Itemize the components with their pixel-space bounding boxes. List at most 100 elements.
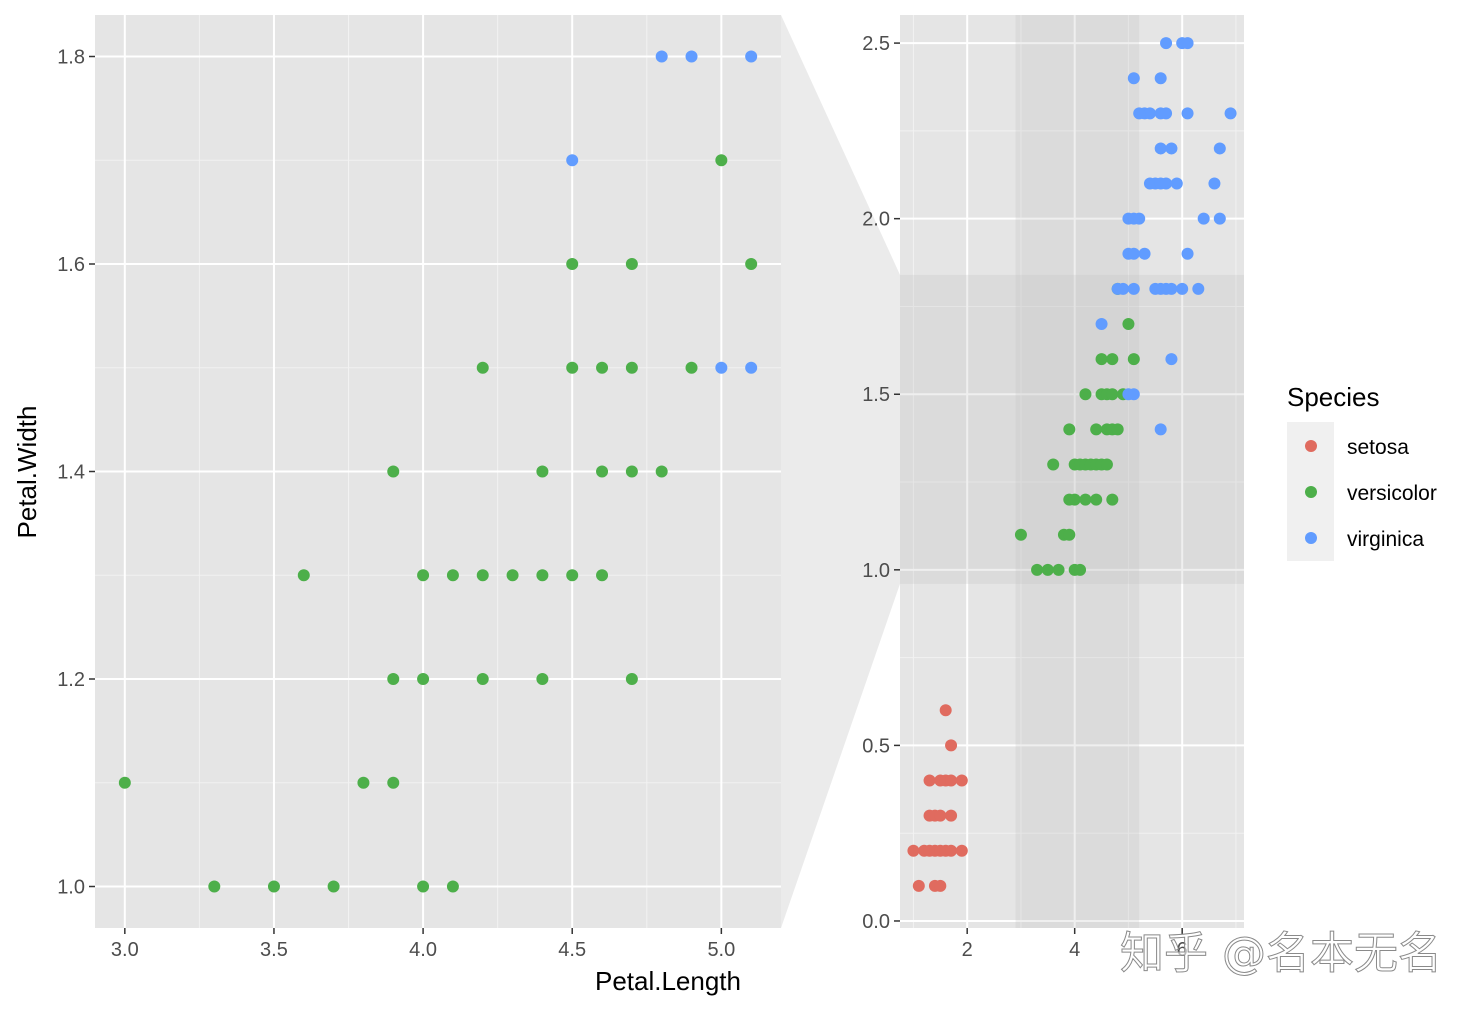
overview-point-virginica <box>1117 282 1130 295</box>
zoomed-point-virginica <box>745 50 758 63</box>
overview-point-virginica <box>1154 423 1167 436</box>
zoomed-y-tick-label: 1.2 <box>57 669 85 691</box>
zoomed-x-tick-label: 4.5 <box>558 939 586 961</box>
overview-point-setosa <box>934 879 947 892</box>
overview-point-versicolor <box>1090 493 1103 506</box>
overview-point-versicolor <box>1090 423 1103 436</box>
zoomed-y-tick-label: 1.0 <box>57 877 85 899</box>
overview-point-virginica <box>1154 142 1167 155</box>
zoomed-point-versicolor <box>596 465 609 478</box>
zoomed-point-versicolor <box>506 569 519 582</box>
overview-point-virginica <box>1170 177 1183 190</box>
zoomed-point-versicolor <box>625 465 638 478</box>
overview-point-setosa <box>923 774 936 787</box>
overview-point-virginica <box>1176 282 1189 295</box>
legend-label-versicolor: versicolor <box>1347 482 1437 505</box>
zoomed-point-versicolor <box>417 880 430 893</box>
zoomed-x-tick-label: 3.0 <box>111 939 139 961</box>
legend-label-virginica: virginica <box>1347 528 1424 551</box>
zoomed-point-versicolor <box>387 673 400 685</box>
zoomed-y-tick-label: 1.4 <box>57 462 85 484</box>
overview-point-versicolor <box>1074 563 1087 576</box>
zoomed-point-versicolor <box>715 154 728 167</box>
zoomed-point-virginica <box>745 361 758 374</box>
overview-point-virginica <box>1138 247 1151 260</box>
overview-point-virginica <box>1197 212 1210 225</box>
zoomed-point-versicolor <box>417 673 430 685</box>
zoomed-point-versicolor <box>566 569 579 582</box>
overview-panel-points <box>907 37 1237 892</box>
overview-point-virginica <box>1165 282 1178 295</box>
overview-point-setosa <box>912 879 925 892</box>
overview-point-versicolor <box>1095 353 1108 366</box>
y-axis-title: Petal.Width <box>12 406 42 539</box>
overview-point-versicolor <box>1063 423 1076 436</box>
zoomed-point-versicolor <box>536 673 549 685</box>
zoomed-point-versicolor <box>625 361 638 374</box>
overview-point-virginica <box>1165 353 1178 366</box>
overview-point-versicolor <box>1111 423 1124 436</box>
overview-point-virginica <box>1143 107 1156 120</box>
zoomed-point-versicolor <box>536 465 549 478</box>
overview-point-setosa <box>945 774 958 787</box>
overview-point-virginica <box>1181 247 1194 260</box>
overview-panel-grid <box>900 15 1244 928</box>
zoomed-point-versicolor <box>267 880 280 893</box>
overview-point-virginica <box>1224 107 1237 120</box>
overview-point-virginica <box>1160 177 1173 190</box>
zoomed-point-versicolor <box>566 258 579 270</box>
overview-point-setosa <box>945 739 958 752</box>
zoomed-point-versicolor <box>387 465 400 478</box>
overview-point-virginica <box>1127 282 1140 295</box>
zoomed-point-versicolor <box>476 361 489 374</box>
zoomed-x-tick-label: 5.0 <box>707 939 735 961</box>
overview-point-versicolor <box>1041 563 1054 576</box>
zoomed-point-versicolor <box>357 776 370 789</box>
overview-point-versicolor <box>1100 458 1113 471</box>
zoomed-point-versicolor <box>655 465 668 478</box>
watermark: 知乎 @名本无名 <box>1120 928 1442 979</box>
zoomed-x-tick-label: 4.0 <box>409 939 437 961</box>
overview-point-virginica <box>1133 107 1146 120</box>
overview-point-virginica <box>1095 318 1108 331</box>
overview-point-versicolor <box>1052 563 1065 576</box>
zoom-x-band <box>1015 15 1140 928</box>
overview-point-versicolor <box>1031 563 1044 576</box>
zoomed-point-versicolor <box>387 776 400 789</box>
overview-point-virginica <box>1208 177 1221 190</box>
zoomed-x-tick-label: 3.5 <box>260 939 288 961</box>
zoomed-panel: 3.0 3.5 4.0 4.5 5.0 1.0 1.2 1.4 1.6 1.8 <box>57 15 781 961</box>
overview-point-virginica <box>1160 37 1173 50</box>
overview-point-setosa <box>955 844 968 857</box>
zoomed-point-versicolor <box>536 569 549 582</box>
overview-point-virginica <box>1181 37 1194 50</box>
overview-point-virginica <box>1181 107 1194 120</box>
zoomed-point-virginica <box>655 50 668 63</box>
legend-label-setosa: setosa <box>1347 436 1409 459</box>
zoomed-point-virginica <box>566 154 579 167</box>
overview-point-virginica <box>1160 107 1173 120</box>
zoomed-point-versicolor <box>596 361 609 374</box>
zoomed-panel-axes: 3.0 3.5 4.0 4.5 5.0 1.0 1.2 1.4 1.6 1.8 <box>57 47 735 962</box>
overview-point-virginica <box>1213 142 1226 155</box>
zoomed-point-versicolor <box>446 880 459 893</box>
overview-point-setosa <box>939 704 952 717</box>
zoomed-point-versicolor <box>208 880 221 893</box>
overview-panel-axes: 2 4 6 0.0 0.5 1.0 1.5 2.0 2.5 <box>862 33 1188 961</box>
zoomed-point-versicolor <box>118 776 131 789</box>
overview-point-versicolor <box>1106 493 1119 506</box>
overview-point-versicolor <box>1106 388 1119 401</box>
overview-point-setosa <box>945 844 958 857</box>
zoomed-point-versicolor <box>446 569 459 582</box>
overview-y-tick-label: 2.5 <box>862 33 890 55</box>
overview-point-versicolor <box>1047 458 1060 471</box>
overview-point-setosa <box>955 774 968 787</box>
zoomed-point-versicolor <box>476 569 489 582</box>
overview-y-tick-label: 1.5 <box>862 384 890 406</box>
overview-point-versicolor <box>1014 528 1027 541</box>
zoomed-point-versicolor <box>685 361 698 374</box>
legend-title: Species <box>1287 382 1380 412</box>
zoomed-point-versicolor <box>327 880 340 893</box>
zoomed-point-virginica <box>685 50 698 63</box>
overview-point-virginica <box>1127 72 1140 85</box>
